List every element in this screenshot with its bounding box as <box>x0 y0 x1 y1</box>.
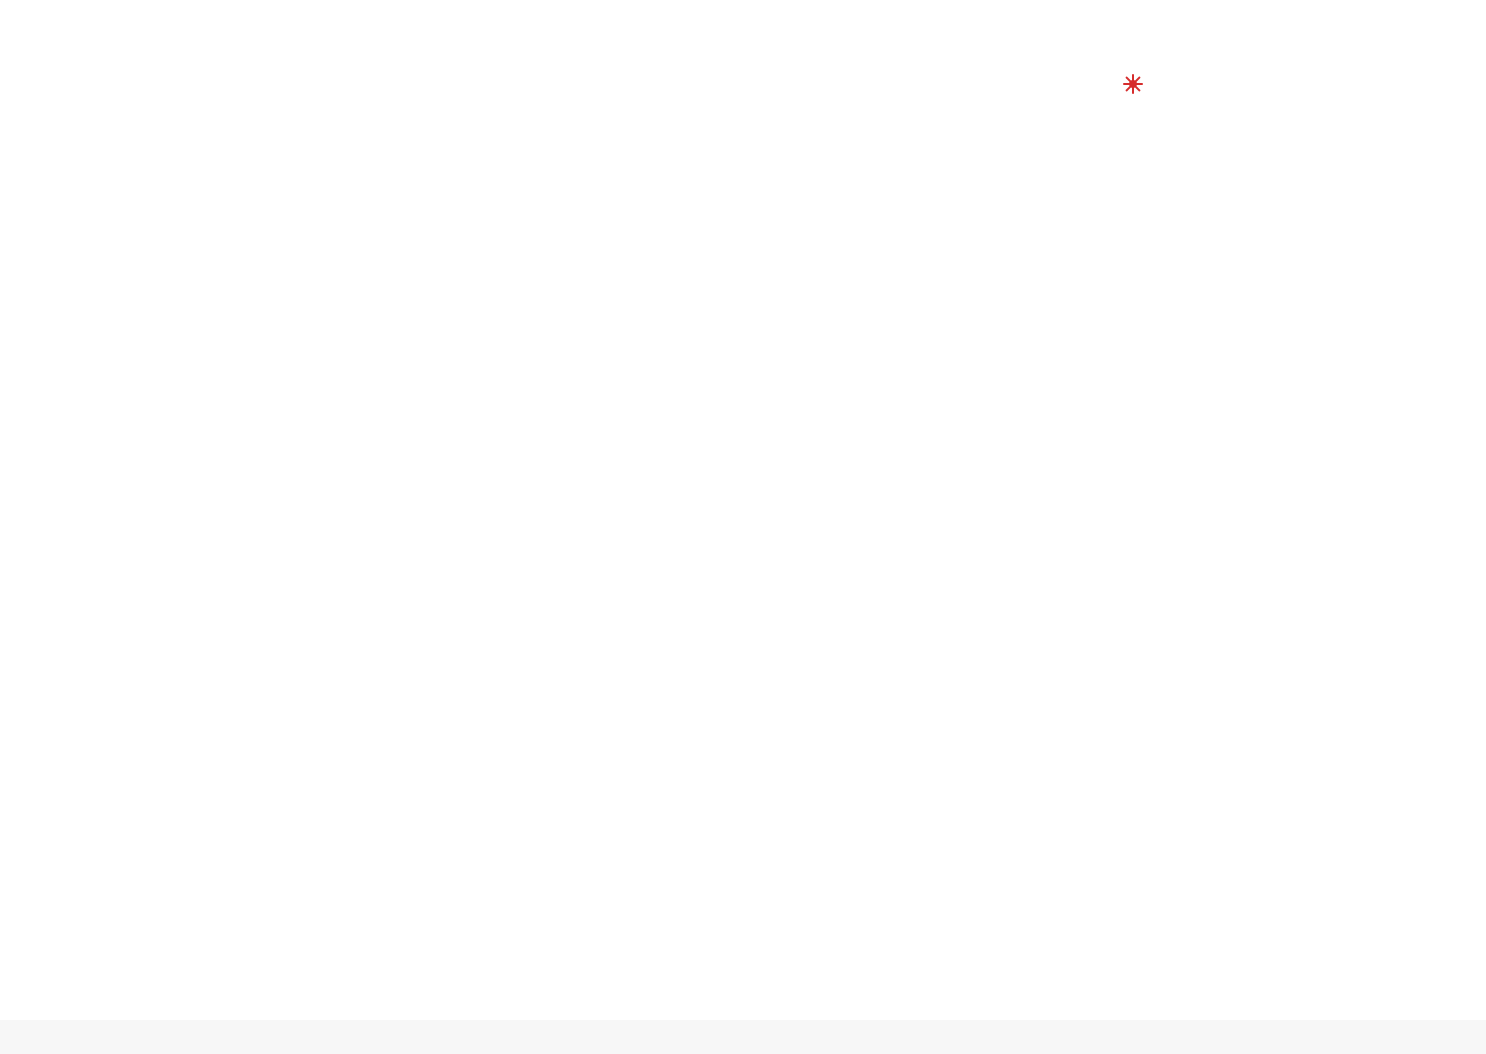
flourish-logo-icon <box>1123 74 1143 94</box>
footer-band <box>0 1020 1486 1054</box>
flourish-credit[interactable] <box>1122 73 1148 95</box>
